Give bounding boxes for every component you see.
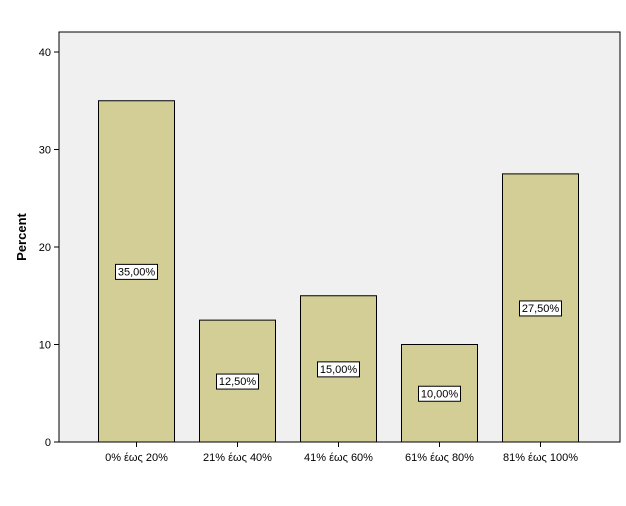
data-label: 10,00% (421, 388, 459, 400)
y-tick-label: 0 (45, 437, 51, 449)
x-tick-label: 41% έως 60% (304, 452, 373, 464)
data-label: 15,00% (320, 364, 358, 376)
data-label-box (216, 373, 259, 390)
data-label: 12,50% (219, 376, 257, 388)
y-tick-label: 10 (39, 340, 51, 352)
x-tick-label: 81% έως 100% (503, 452, 578, 464)
data-label-box (519, 300, 562, 317)
x-axis: 0% έως 20% 21% έως 40% 41% έως 60% 61% έως … (105, 442, 578, 464)
x-tick-label: 0% έως 20% (105, 452, 168, 464)
data-label-box (115, 263, 158, 280)
y-tick-label: 30 (39, 145, 51, 157)
data-label: 35,00% (118, 266, 156, 278)
bars: 35,00% 12,50% 15,00% 10,00% 27,50% (98, 100, 579, 443)
y-axis: 0 10 20 30 40 (39, 47, 59, 449)
data-label-box (317, 361, 360, 378)
y-tick-label: 40 (39, 47, 51, 59)
y-axis-title: Percent (14, 212, 29, 260)
y-tick-label: 20 (39, 242, 51, 254)
x-tick-label: 61% έως 80% (405, 452, 474, 464)
x-tick-label: 21% έως 40% (203, 452, 272, 464)
data-label: 27,50% (522, 303, 560, 315)
data-label-box (418, 385, 461, 402)
